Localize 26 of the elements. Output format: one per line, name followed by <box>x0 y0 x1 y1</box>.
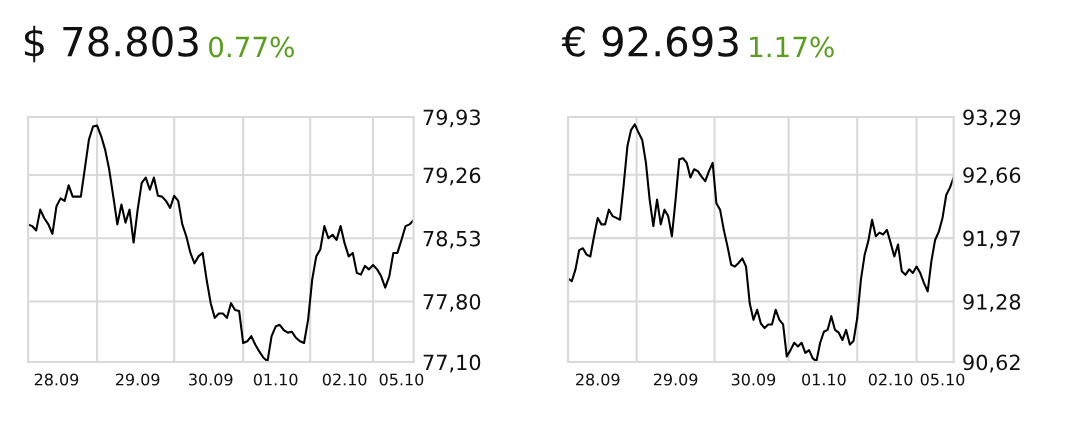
x-tick-label: 05.10 <box>920 373 965 386</box>
x-tick-label: 02.10 <box>868 373 913 386</box>
x-tick-label: 29.09 <box>115 373 160 386</box>
chart-subtitle: 1.17% <box>750 36 834 58</box>
x-tick-label: 30.09 <box>189 373 233 386</box>
y-tick-label: 77,10 <box>423 354 481 373</box>
y-tick-label: 79,26 <box>423 167 481 186</box>
x-tick-label: 02.10 <box>322 373 367 386</box>
chart-title: € 92.693 <box>561 26 738 57</box>
y-tick-label: 92,66 <box>963 167 1021 186</box>
y-tick-label: 79,93 <box>423 109 480 128</box>
y-tick-label: 90,62 <box>963 354 1020 373</box>
y-tick-label: 93,29 <box>963 109 1021 128</box>
chart-title: $ 78.803 <box>24 25 198 63</box>
y-tick-label: 91,28 <box>963 293 1021 312</box>
y-tick-label: 78,53 <box>423 230 480 249</box>
x-tick-label: 28.09 <box>576 373 620 386</box>
y-tick-label: 91,97 <box>963 230 1020 249</box>
x-tick-label: 01.10 <box>802 373 846 386</box>
x-tick-label: 05.10 <box>379 373 424 386</box>
y-tick-label: 77,80 <box>423 293 481 312</box>
x-tick-label: 28.09 <box>34 373 79 386</box>
chart-subtitle: 0.77% <box>209 36 294 58</box>
x-tick-label: 01.10 <box>253 373 298 386</box>
x-tick-label: 29.09 <box>653 373 698 386</box>
x-tick-label: 30.09 <box>731 373 776 386</box>
